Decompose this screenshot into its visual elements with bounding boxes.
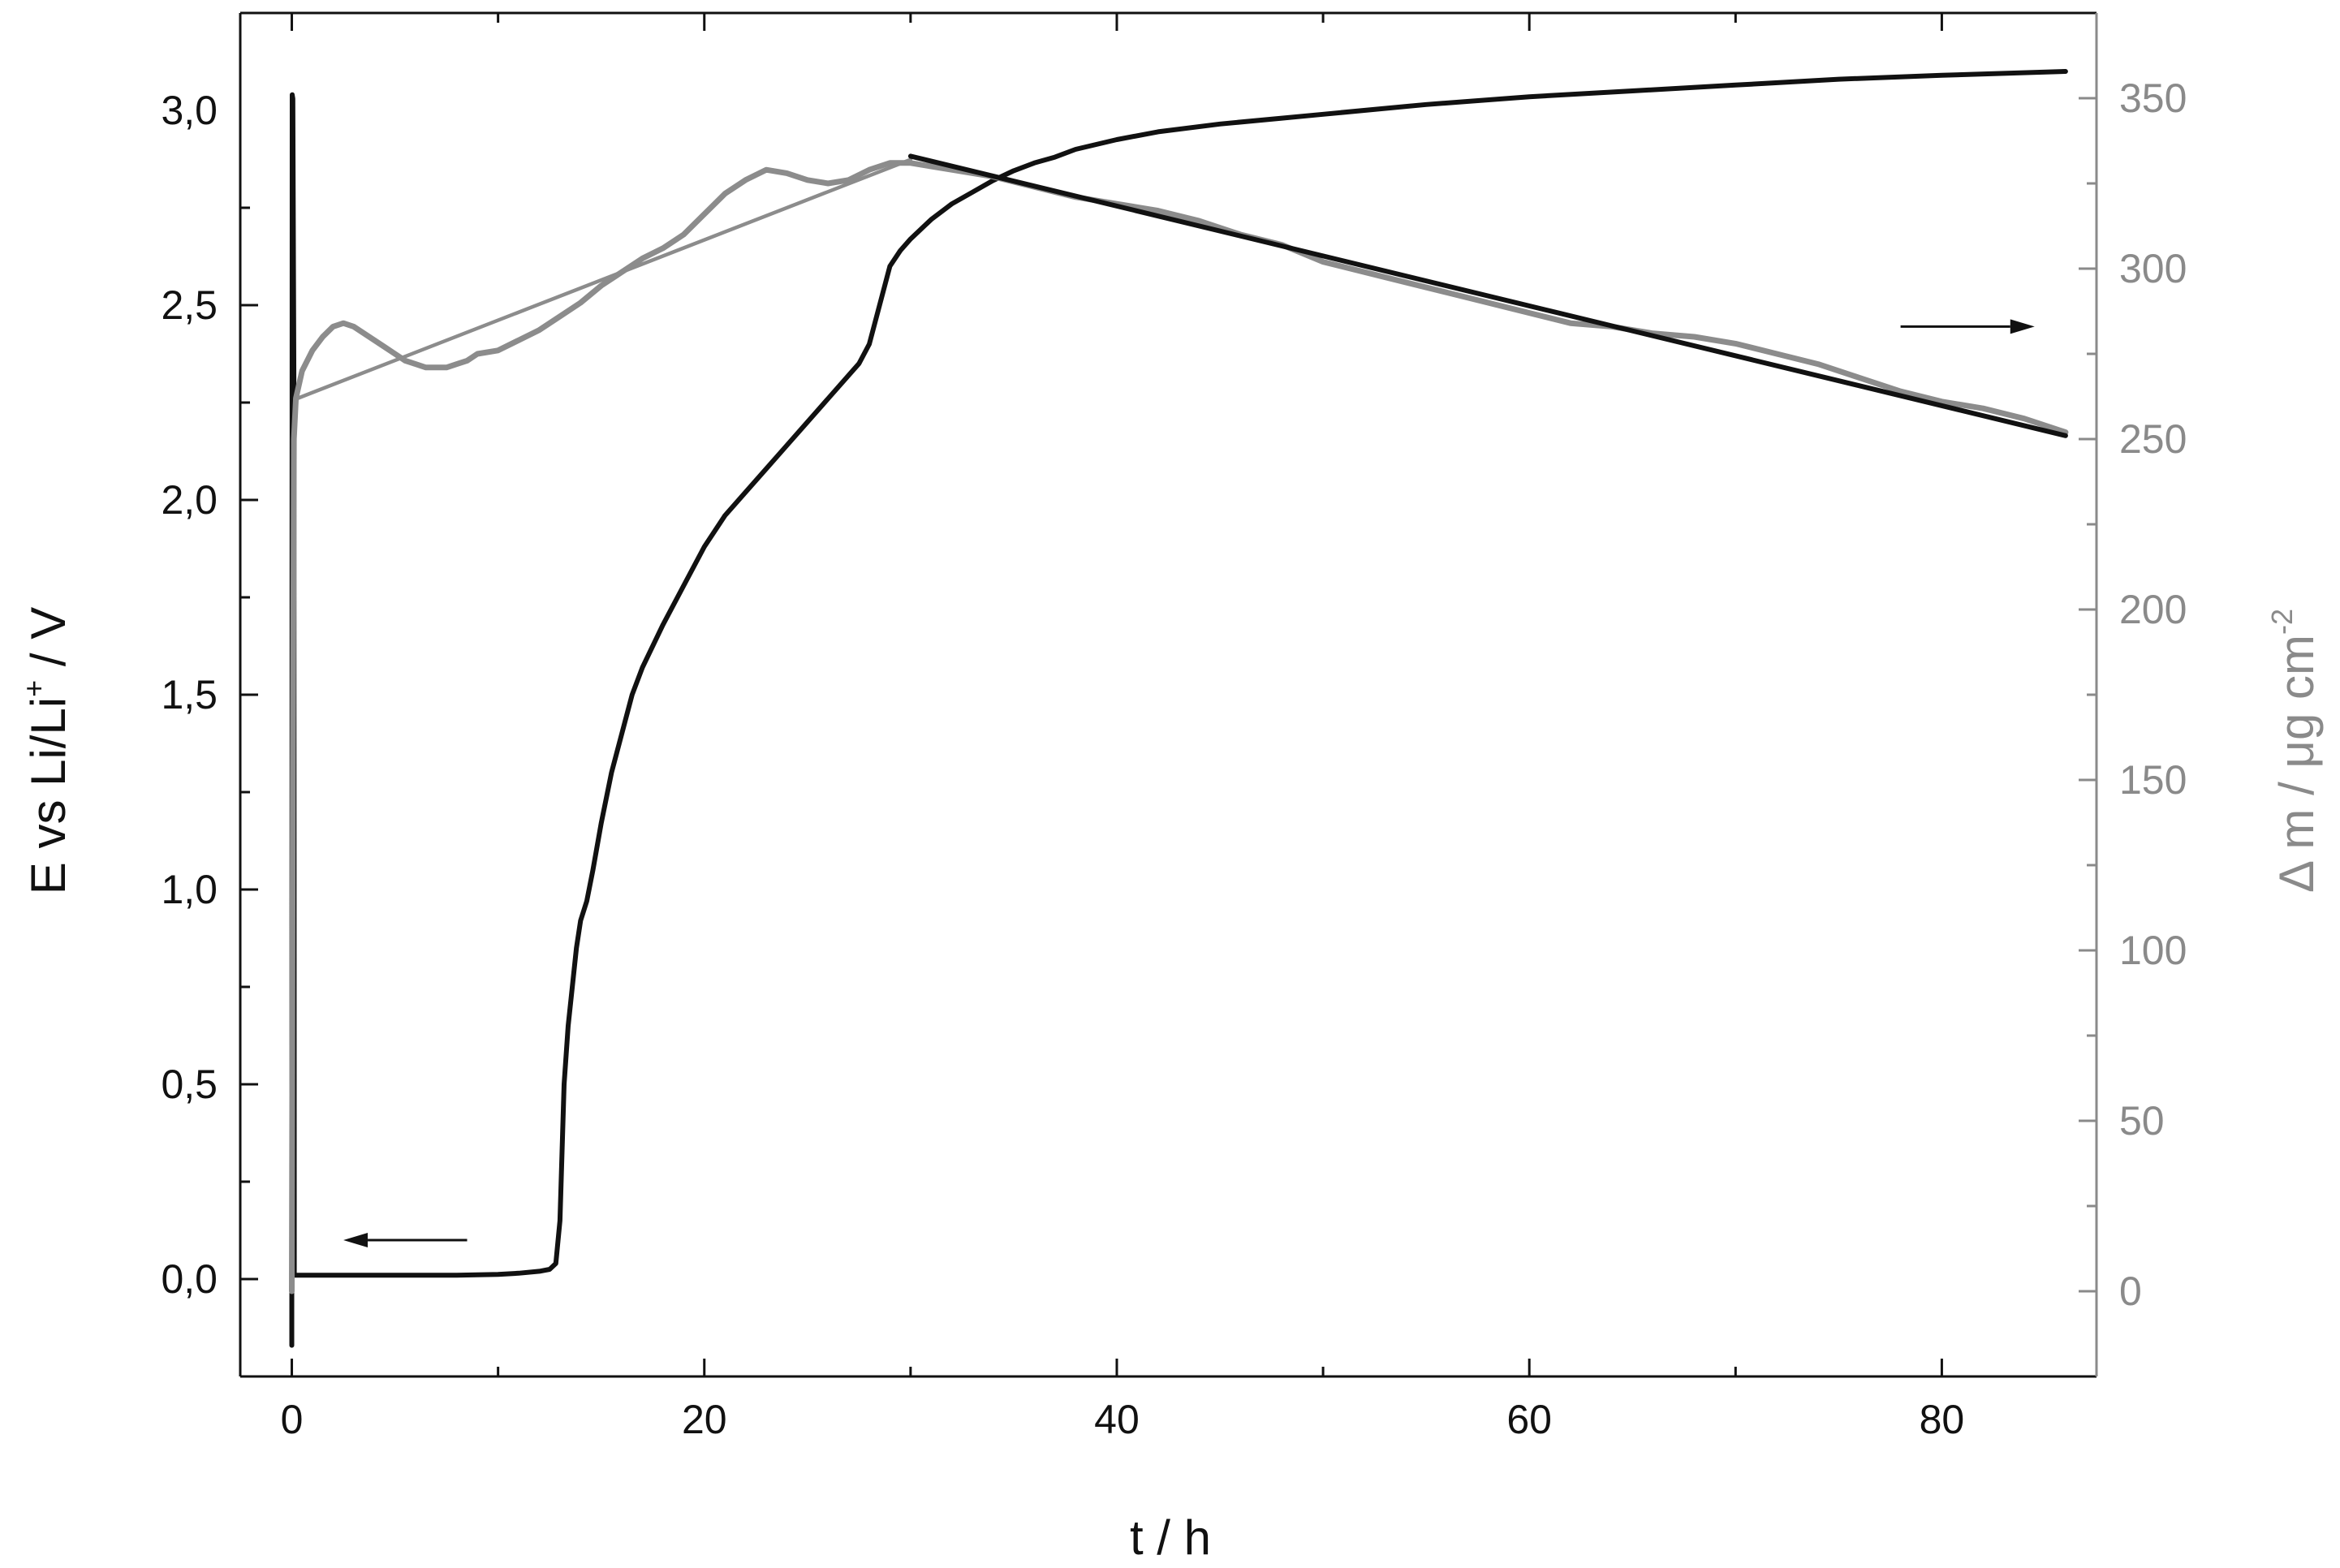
left-axis-label: E vs Li/Li+ / V <box>17 607 75 895</box>
series-line-1 <box>289 69 2068 1348</box>
y-right-tick-label: 350 <box>2119 75 2187 121</box>
series-line-3 <box>295 157 913 400</box>
x-tick-label: 40 <box>1094 1397 1140 1442</box>
y-left-tick-label: 2,5 <box>161 282 218 328</box>
x-tick-label: 80 <box>1920 1397 1965 1442</box>
series-line-2 <box>289 160 2069 1294</box>
series-line-4 <box>907 153 2068 438</box>
x-axis-label: t / h <box>1130 1510 1211 1565</box>
y-left-tick-label: 3,0 <box>161 88 218 133</box>
right-axis-label: Δ m / μg cm-2 <box>2265 609 2324 893</box>
y-left-tick-label: 0,5 <box>161 1062 218 1107</box>
y-left-tick-label: 1,5 <box>161 672 218 717</box>
arrow-annotation-1 <box>343 1233 468 1247</box>
y-right-tick-label: 250 <box>2119 416 2187 462</box>
y-right-tick-label: 50 <box>2119 1098 2165 1144</box>
y-right-tick-label: 0 <box>2119 1269 2142 1314</box>
y-right-tick-label: 300 <box>2119 246 2187 291</box>
y-right-tick-label: 200 <box>2119 587 2187 632</box>
axis-ticks: 0 20 40 60 80 0,0 0,5 1,0 1,5 2,0 2,5 3,0 0 50 100 150 2… <box>161 11 2187 1442</box>
arrow-annotation-2 <box>1900 319 2035 334</box>
plot-curves <box>289 69 2069 1348</box>
y-left-tick-label: 0,0 <box>161 1256 218 1302</box>
y-left-tick-label: 2,0 <box>161 477 218 523</box>
y-left-tick-label: 1,0 <box>161 867 218 912</box>
x-tick-label: 20 <box>682 1397 727 1442</box>
y-right-tick-label: 150 <box>2119 757 2187 803</box>
x-tick-label: 0 <box>281 1397 304 1442</box>
x-tick-label: 60 <box>1506 1397 1552 1442</box>
plot-frame <box>239 11 2098 1378</box>
y-right-tick-label: 100 <box>2119 928 2187 973</box>
